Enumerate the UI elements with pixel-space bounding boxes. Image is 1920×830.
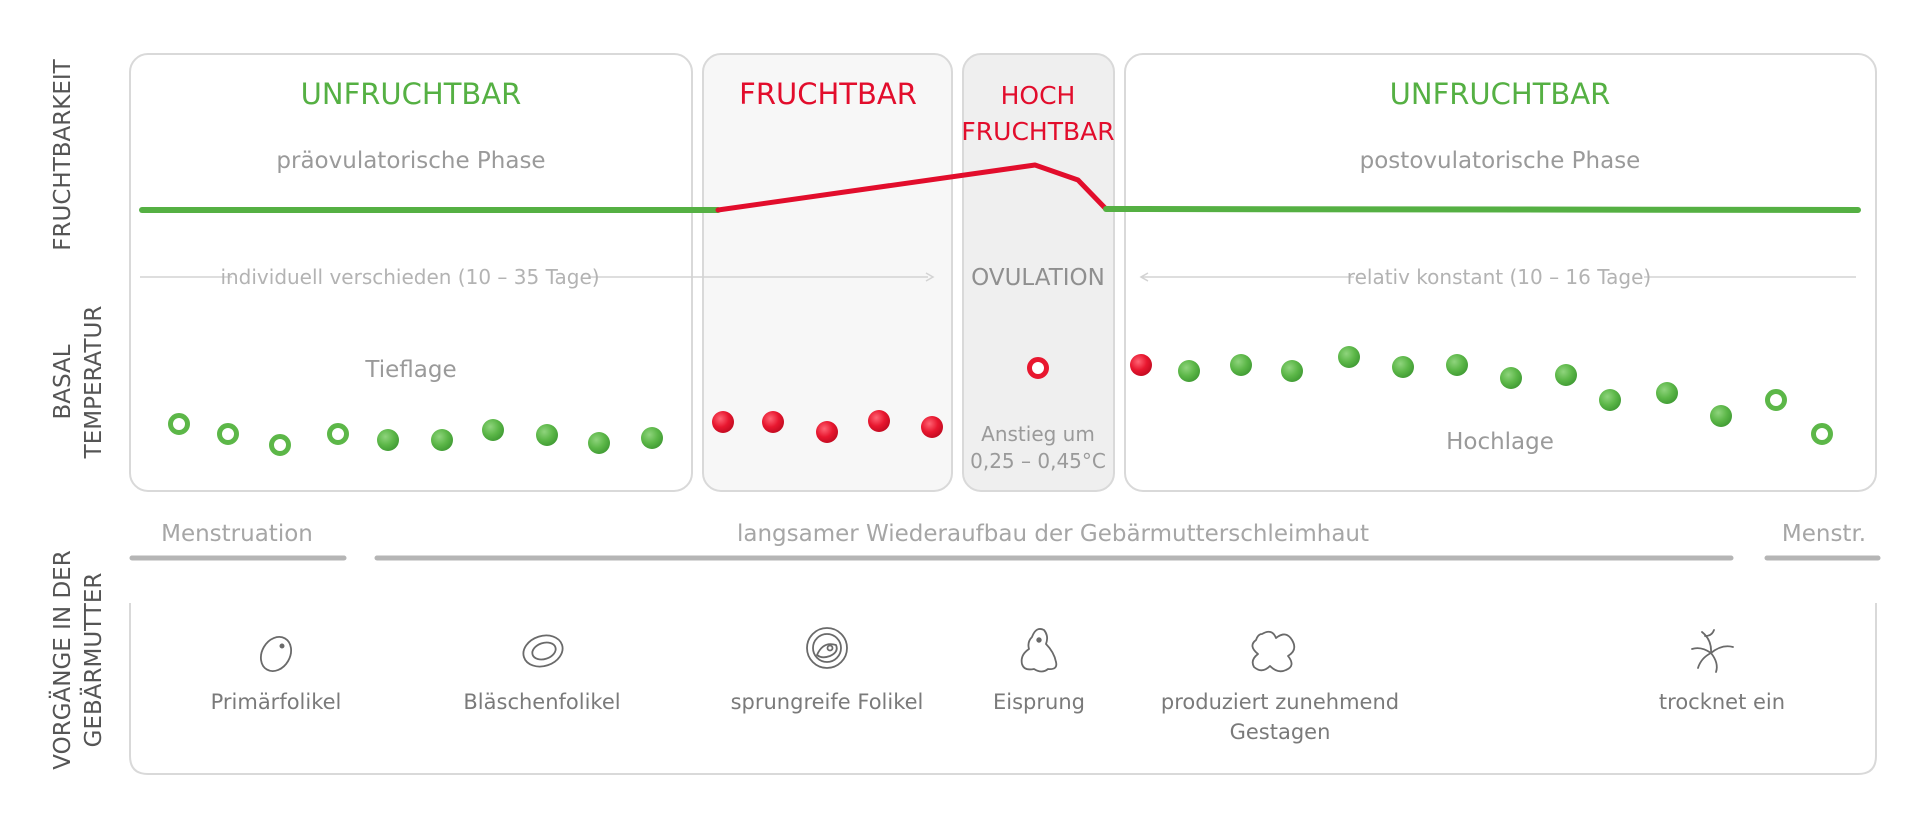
side-label-vorgaenge: VORGÄNGE IN DER — [48, 550, 76, 769]
temp-dot-red-hollow — [1027, 357, 1049, 379]
temp-dot-hollow — [168, 413, 190, 435]
temp-dot-red — [762, 411, 784, 433]
uterus-timeline: Menstruation langsamer Wiederaufbau der … — [129, 521, 1881, 561]
stage-label-trocknet: trocknet ein — [1659, 690, 1785, 714]
primary-follicle-icon — [260, 636, 292, 672]
phase-titles: UNFRUCHTBAR FRUCHTBAR HOCH FRUCHTBAR UNF… — [301, 77, 1611, 146]
box-fruchtbar — [702, 53, 953, 492]
temp-dot-green — [1178, 360, 1200, 382]
box-hoch-fruchtbar — [962, 53, 1115, 492]
temp-dot-hollow — [269, 434, 291, 456]
corpus-luteum-icon — [1251, 630, 1296, 673]
side-label-basal: BASAL — [50, 344, 76, 419]
phase-subtitles: präovulatorische Phase postovulatorische… — [276, 148, 1640, 174]
temp-dot-green — [377, 429, 399, 451]
temp-dot-green — [1656, 382, 1678, 404]
duration-right-text: relativ konstant (10 – 16 Tage) — [1347, 265, 1651, 289]
stages-box — [129, 603, 1877, 775]
temp-dot-green — [1446, 354, 1468, 376]
temp-dot-green — [482, 419, 504, 441]
stage-label-primaer: Primärfolikel — [211, 690, 342, 714]
temp-dot-green — [588, 432, 610, 454]
box-unfruchtbar-pre — [129, 53, 693, 492]
label-menstruation: Menstruation — [161, 521, 313, 547]
side-label-temperatur: TEMPERATUR — [81, 306, 107, 460]
temperature-dots — [168, 346, 1833, 456]
temp-dot-red — [816, 421, 838, 443]
temp-dot-red — [1130, 354, 1152, 376]
phase-title-fruchtbar: FRUCHTBAR — [739, 77, 917, 111]
stage-label-gestagen: produziert zunehmend — [1161, 690, 1399, 714]
side-label-fruchtbarkeit: FRUCHTBARKEIT — [50, 58, 76, 250]
phase-title-hoch: HOCH — [1001, 81, 1076, 110]
label-hochlage: Hochlage — [1446, 429, 1554, 455]
temp-dot-hollow — [327, 423, 349, 445]
stage-labels: Primärfolikel Bläschenfolikel sprungreif… — [211, 690, 1785, 744]
label-wiederaufbau: langsamer Wiederaufbau der Gebärmuttersc… — [737, 521, 1369, 547]
fertility-curve — [139, 162, 1861, 213]
duration-arrow-left-head — [925, 272, 935, 282]
subtitle-praeovulatorisch: präovulatorische Phase — [276, 148, 545, 174]
temp-dot-green — [1555, 364, 1577, 386]
temp-dot-red — [921, 416, 943, 438]
temp-dot-green — [536, 424, 558, 446]
temperature-labels: Tieflage Hochlage Anstieg um 0,25 – 0,45… — [364, 357, 1554, 473]
label-anstieg: Anstieg um — [981, 422, 1095, 446]
temp-dot-green — [431, 429, 453, 451]
phase-boxes — [129, 53, 1877, 492]
side-label-gebaermutter: GEBÄRMUTTER — [79, 573, 107, 748]
temp-dot-green — [1281, 360, 1303, 382]
duration-row: individuell verschieden (10 – 35 Tage) O… — [140, 265, 1856, 291]
phase-title-unfruchtbar-post: UNFRUCHTBAR — [1390, 77, 1611, 111]
temp-dot-hollow — [1811, 423, 1833, 445]
stage-label-eisprung: Eisprung — [993, 690, 1085, 714]
label-tieflage: Tieflage — [364, 357, 456, 383]
temp-dot-hollow — [217, 423, 239, 445]
side-labels: FRUCHTBARKEIT BASAL TEMPERATUR VORGÄNGE … — [48, 58, 107, 769]
temp-dot-green — [1392, 356, 1414, 378]
mature-follicle-icon — [806, 627, 848, 669]
temp-dot-green — [1338, 346, 1360, 368]
label-menstr: Menstr. — [1782, 521, 1866, 547]
temp-dot-red — [712, 411, 734, 433]
temp-dot-green — [1710, 405, 1732, 427]
ovulation-label: OVULATION — [971, 265, 1105, 291]
temp-dot-green — [1500, 367, 1522, 389]
vesicle-follicle-icon — [522, 634, 564, 668]
subtitle-postovulatorisch: postovulatorische Phase — [1360, 148, 1641, 174]
temp-dot-green — [1599, 389, 1621, 411]
stage-icons — [260, 627, 1734, 673]
fertility-line-low-post — [1103, 206, 1861, 213]
temp-dot-green — [1230, 354, 1252, 376]
temp-dot-hollow — [1765, 389, 1787, 411]
stage-label-sprungreif: sprungreife Folikel — [731, 690, 924, 714]
phase-title-unfruchtbar-pre: UNFRUCHTBAR — [301, 77, 522, 111]
phase-title-hoch-fruchtbar: FRUCHTBAR — [961, 117, 1114, 146]
fertility-line-rise — [715, 162, 1109, 213]
ovulation-icon — [1020, 628, 1058, 673]
temp-dot-green — [641, 427, 663, 449]
dried-corpus-icon — [1691, 629, 1734, 673]
stage-label-blaeschen: Bläschenfolikel — [463, 690, 620, 714]
stage-label-gestagen-2: Gestagen — [1230, 720, 1331, 744]
label-anstieg-value: 0,25 – 0,45°C — [970, 449, 1106, 473]
duration-left-text: individuell verschieden (10 – 35 Tage) — [220, 265, 599, 289]
temp-dot-red — [868, 410, 890, 432]
box-unfruchtbar-post — [1124, 53, 1877, 492]
